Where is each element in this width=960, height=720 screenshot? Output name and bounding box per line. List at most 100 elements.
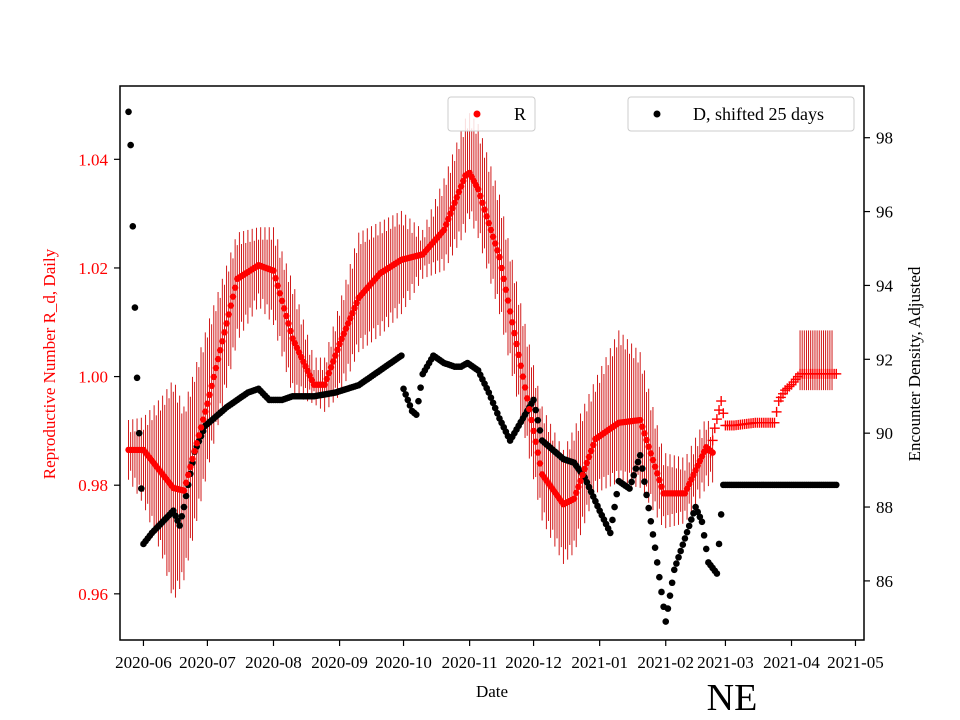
left-y-axis-label: Reproductive Number R_d, Daily [40, 248, 59, 479]
legend-d-marker [653, 110, 661, 118]
r-point [229, 293, 237, 300]
r-point [440, 226, 448, 234]
d-point [127, 141, 134, 149]
right-y-tick-label: 92 [876, 350, 893, 369]
r-point [528, 416, 535, 424]
forecast-error-bars [799, 330, 833, 391]
d-point [491, 404, 499, 412]
legend-d-label: D, shifted 25 days [693, 104, 824, 124]
right-y-tick-label: 94 [876, 276, 894, 295]
d-point [696, 513, 704, 521]
r-point [287, 327, 294, 335]
d-point [628, 478, 635, 486]
r-point [500, 275, 507, 283]
d-point [664, 605, 672, 612]
r-point [445, 215, 452, 223]
r-forecast-point [831, 368, 842, 379]
legend-r-frame [447, 96, 536, 132]
d-point [668, 579, 676, 587]
d-point [400, 385, 407, 393]
d-point [398, 352, 405, 359]
r-point [332, 352, 339, 359]
r-point [523, 395, 531, 402]
x-axis-label: Date [476, 682, 508, 701]
r-point [636, 416, 644, 424]
d-point [698, 518, 706, 526]
d-point [717, 511, 725, 518]
r-point [442, 221, 450, 228]
d-point [681, 535, 689, 542]
r-point [199, 416, 207, 423]
r-point [647, 450, 655, 457]
r-point [590, 441, 597, 449]
x-tick-label: 2021-04 [763, 653, 820, 672]
left-y-tick-label: 0.98 [78, 476, 108, 495]
legend-r-marker [473, 110, 481, 118]
d-point [485, 389, 493, 396]
d-point [613, 490, 621, 498]
d-point [692, 503, 699, 511]
r-forecast-point [716, 396, 727, 407]
d-point [641, 478, 648, 486]
d-point [675, 553, 682, 561]
r-point [577, 477, 584, 485]
r-point [519, 373, 527, 380]
r-point [511, 329, 518, 337]
d-point [683, 528, 691, 536]
r-point [323, 375, 330, 383]
d-point [172, 512, 179, 519]
r-point [185, 471, 192, 479]
d-point [702, 545, 710, 553]
r-point [283, 312, 290, 320]
r-point [573, 489, 580, 497]
x-tick-label: 2020-10 [375, 653, 432, 672]
right-y-tick-label: 96 [876, 203, 893, 222]
r-point [656, 476, 663, 484]
r-point [325, 369, 333, 377]
d-point [700, 532, 708, 539]
r-point [515, 351, 522, 359]
r-point [206, 391, 213, 399]
r-point [530, 427, 537, 435]
r-point [496, 253, 503, 261]
r-point [455, 188, 463, 196]
d-point [135, 429, 143, 437]
d-point [632, 465, 640, 472]
right-y-axis: 86 88 90 92 94 96 98 [864, 129, 894, 591]
r-point [272, 275, 279, 282]
r-point [483, 213, 490, 220]
d-point [404, 396, 412, 404]
r-point [285, 320, 292, 327]
d-point [694, 508, 702, 516]
r-point [227, 302, 235, 309]
r-forecast-point [705, 447, 716, 458]
r-point [641, 430, 648, 437]
d-point [138, 485, 145, 492]
r-point [202, 408, 209, 415]
r-point [485, 219, 493, 227]
r-point [353, 299, 360, 307]
r-point [521, 384, 529, 391]
r-point [526, 405, 533, 413]
r-point [327, 364, 335, 371]
d-point [176, 522, 183, 529]
d-point [666, 592, 674, 599]
plot-frame [119, 85, 865, 641]
r-point [221, 329, 228, 336]
right-y-tick-label: 98 [876, 129, 893, 148]
r-point [342, 325, 350, 332]
d-point [489, 399, 497, 407]
r-point [534, 449, 542, 456]
r-point [645, 443, 652, 450]
d-point [413, 411, 420, 419]
left-y-tick-label: 0.96 [78, 585, 108, 604]
r-point [208, 382, 215, 390]
r-point [223, 320, 230, 327]
r-point [214, 355, 222, 363]
x-tick-label: 2021-02 [637, 653, 694, 672]
x-tick-label: 2020-12 [505, 653, 562, 672]
r-point [651, 463, 659, 470]
x-tick-label: 2020-09 [311, 653, 368, 672]
left-y-axis: 0.96 0.98 1.00 1.02 1.04 [78, 150, 120, 604]
